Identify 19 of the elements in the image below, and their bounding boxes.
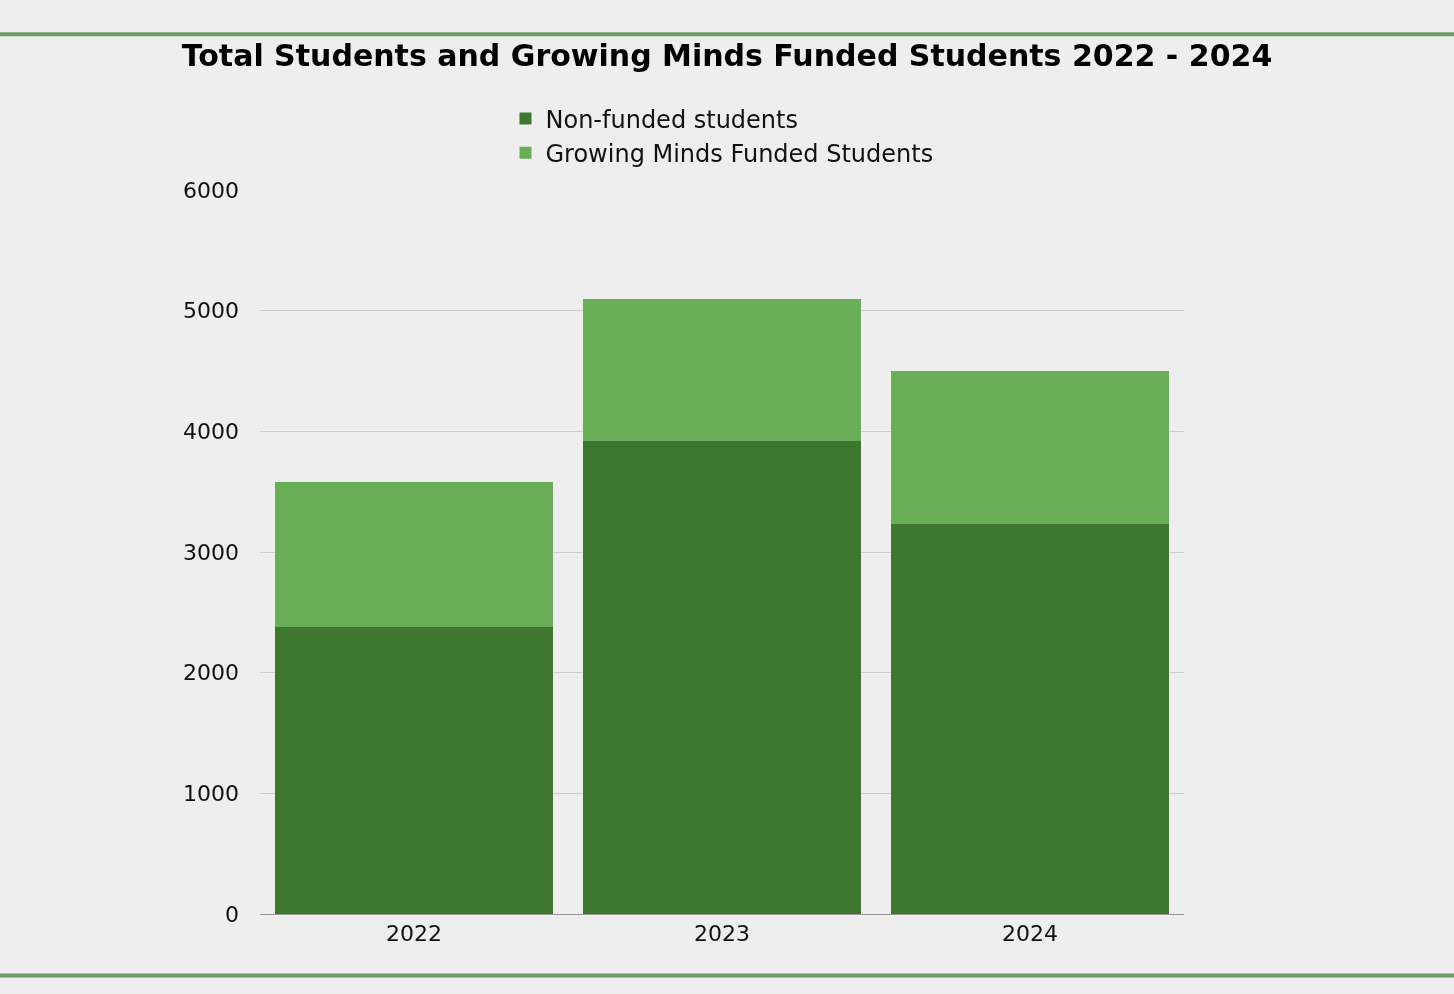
bar <box>891 524 1169 914</box>
y-tick-label: 0 <box>225 901 239 927</box>
x-tick-label: 2024 <box>1002 921 1058 947</box>
legend-label: Non-funded students <box>545 105 798 134</box>
y-tick-label: 4000 <box>183 419 239 445</box>
bar <box>583 298 861 441</box>
bar <box>891 371 1169 525</box>
bar <box>275 482 553 627</box>
y-tick-label: 5000 <box>183 298 239 324</box>
x-tick-label: 2023 <box>694 921 750 947</box>
x-tick-label: 2022 <box>386 921 442 947</box>
chart-title: Total Students and Growing Minds Funded Students 2022 - 2024 <box>181 37 1273 73</box>
y-tick-label: 2000 <box>183 660 239 686</box>
legend-label: Growing Minds Funded Students <box>545 140 934 169</box>
bar <box>275 626 553 914</box>
y-tick-label: 6000 <box>183 177 239 203</box>
bar <box>583 440 861 914</box>
y-tick-label: 1000 <box>183 781 239 807</box>
y-tick-label: 3000 <box>183 539 239 565</box>
